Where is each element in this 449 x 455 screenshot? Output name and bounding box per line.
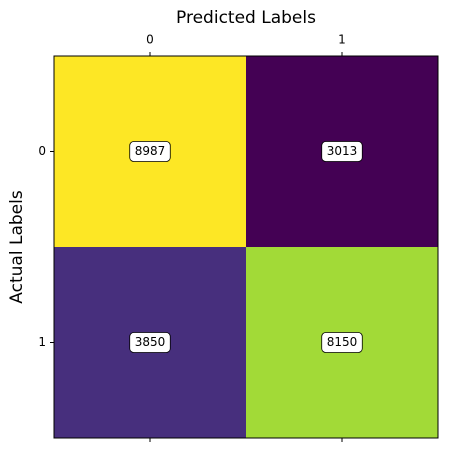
value-label-group: 3850 [129, 332, 171, 353]
x-tick-label: 1 [338, 33, 346, 47]
value-label-group: 3013 [321, 141, 363, 162]
value-label: 8987 [135, 144, 166, 158]
value-label: 8150 [327, 335, 358, 349]
y-axis-title: Actual Labels [7, 190, 27, 304]
y-tick-label: 0 [38, 144, 46, 158]
value-label-box [321, 141, 363, 162]
x-axis-title: Predicted Labels [176, 8, 316, 28]
value-label: 3850 [135, 335, 166, 349]
value-label: 3013 [327, 144, 358, 158]
value-label-box [321, 332, 363, 353]
x-tick-label: 0 [146, 33, 154, 47]
value-label-group: 8150 [321, 332, 363, 353]
value-label-box [129, 141, 171, 162]
value-label-group: 8987 [129, 141, 171, 162]
y-tick-label: 1 [38, 335, 46, 349]
plot-frame [53, 55, 439, 439]
value-label-box [129, 332, 171, 353]
